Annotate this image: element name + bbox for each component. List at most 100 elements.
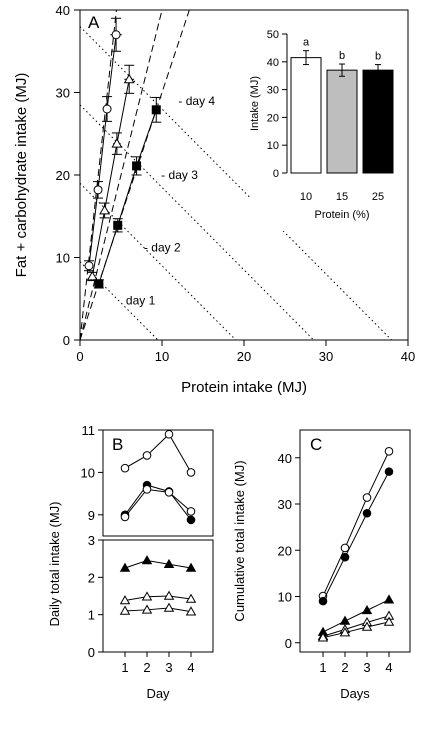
panel-c-content: 0 10 20 30 40 1 2 3 4 [278,446,395,675]
y-axis-label-b: Daily total intake (MJ) [47,502,62,627]
data-point-filled-square [94,279,104,289]
y-tick-label-b-lower: 1 [88,608,95,623]
data-point-b-filled-triangle [141,555,153,565]
y-tick-label-a: 20 [56,168,70,183]
x-tick-label-a: 20 [237,349,251,364]
data-point-b-filled-triangle [119,562,131,572]
y-tick-label-b-upper: 11 [82,423,96,438]
x-axis-label-b: Day [146,686,170,701]
rail-line-1 [79,9,117,341]
y-axis-label-a: Fat + carbohydrate intake (MJ) [13,73,30,278]
inset-x-tick-label: 25 [372,191,384,203]
inset-y-tick-label: 0 [273,168,279,180]
y-tick-label-a: 10 [56,251,70,266]
data-point-b-open-triangle [163,590,175,600]
x-tick-label-c: 4 [385,660,392,675]
data-point-c-open-triangle [361,621,373,631]
inset-bar-2 [326,69,358,174]
inset-y-tick-label: 40 [267,57,279,69]
data-point-c-open-circle [384,446,394,456]
data-point-c-filled-triangle [383,594,395,604]
data-point-b-open-triangle [119,605,131,615]
data-point-b-open-circle [164,488,174,497]
day-label-text: day 1 [126,294,156,308]
y-tick-label-b-upper: 10 [81,465,95,480]
panel-c: 0 10 20 30 40 1 2 3 4 C Days Cumulative total in… [232,429,411,701]
series-line-c-5 [322,621,390,639]
data-point-b-open-triangle [119,595,131,605]
data-point-open-triangle [99,204,111,215]
data-point-b-filled-triangle [163,558,175,569]
x-tick-label-a: 40 [401,349,415,364]
x-tick-label-c: 1 [319,660,326,675]
inset-y-tick-label: 50 [267,29,279,41]
inset-x-axis-label: Protein (%) [314,209,369,221]
day-labels: day 1- day 2- day 3- day 4 [126,94,216,308]
series-line-2 [91,79,130,277]
x-tick-label-b: 1 [121,660,128,675]
y-tick-label-b-lower: 0 [88,645,95,660]
panel-a: 0 10 20 30 40 0 10 20 30 40 A Protein intake (MJ)… [13,3,415,396]
data-point-b-open-triangle [163,602,175,612]
y-tick-label-c: 0 [285,636,292,651]
day-label-text: day 3 [169,168,199,182]
x-axis-label-a: Protein intake (MJ) [181,379,307,396]
series-line-b-2 [124,484,192,521]
data-point-b-open-circle [142,485,152,494]
data-point-c-filled-circle [318,596,328,606]
data-point-open-circle [84,261,94,271]
x-tick-label-b: 3 [165,660,172,675]
series-line-b-1 [124,433,192,473]
inset-significance-letter: b [339,50,345,62]
inset-y-tick-label: 10 [267,140,279,152]
data-point-b-open-circle [142,451,152,460]
data-point-c-filled-circle [340,552,350,562]
data-point-filled-square [113,220,123,230]
y-tick-label-c: 30 [278,497,292,512]
axis-ticks-a: 0 10 20 30 40 0 10 20 30 40 [56,3,416,364]
data-point-b-open-circle [186,507,196,516]
y-tick-label-b-lower: 3 [88,533,95,548]
data-point-b-open-triangle [185,606,197,616]
panel-label-c: C [310,435,322,454]
y-tick-label-c: 10 [278,590,292,605]
data-point-open-circle [93,185,103,195]
inset-bar-1 [290,57,322,174]
data-point-open-triangle [111,138,123,148]
day-label-text: day 2 [151,241,181,255]
data-point-open-triangle [86,270,98,281]
y-tick-label-b-lower: 2 [88,570,95,585]
series-line-c-3 [322,599,390,633]
x-tick-label-c: 2 [341,660,348,675]
day-label-2: - day 2 [144,241,181,255]
day-label-3: - day 3 [161,168,198,182]
data-point-b-open-circle [164,429,174,439]
series-line-b-4 [124,560,192,569]
x-tick-label-c: 3 [363,660,370,675]
inset-y-tick-label: 20 [267,112,279,124]
series-line-c-1 [322,451,390,597]
data-point-open-triangle [123,73,135,84]
inset-significance-letter: b [375,51,381,63]
data-point-c-open-triangle [317,632,329,642]
data-point-c-filled-triangle [361,604,373,615]
inset-significance-letter: a [303,37,310,49]
y-tick-label-a: 0 [63,333,70,348]
plot-frame-b-upper [102,429,214,537]
data-point-c-open-triangle [383,616,395,626]
panel-label-b: B [112,435,123,454]
day-label-dash: - [144,241,151,255]
day-label-dash: - [161,168,168,182]
y-axis-label-c: Cumulative total intake (MJ) [232,460,247,621]
isoline-day-4 [79,26,392,341]
panel-label-a: A [88,13,100,32]
day-label-1: day 1 [126,294,156,308]
y-tick-label-c: 20 [278,543,292,558]
y-tick-label-a: 40 [56,3,70,18]
x-axis-label-c: Days [340,686,370,701]
day-label-text: day 4 [186,94,216,108]
rail-line-2 [79,9,163,341]
series-line-1 [88,34,117,266]
